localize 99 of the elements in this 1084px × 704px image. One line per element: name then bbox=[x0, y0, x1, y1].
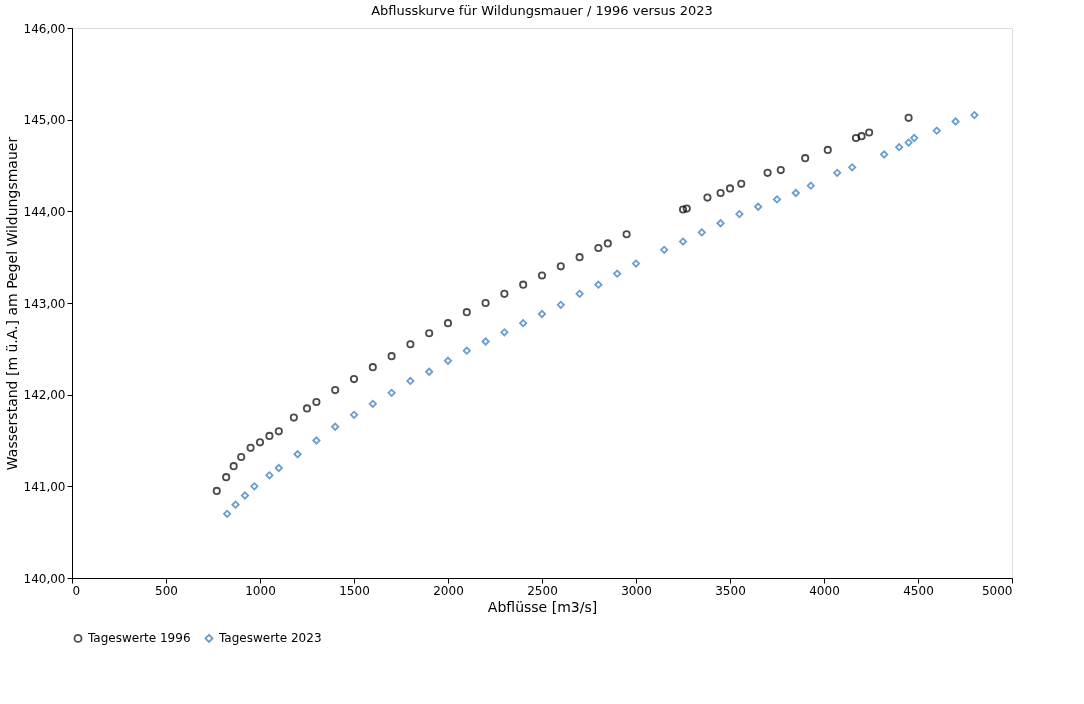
point bbox=[823, 145, 832, 154]
point bbox=[462, 308, 471, 317]
point bbox=[223, 509, 232, 518]
point bbox=[880, 150, 889, 159]
point bbox=[265, 471, 274, 480]
point bbox=[237, 452, 246, 462]
point bbox=[425, 329, 434, 338]
point bbox=[895, 143, 904, 152]
point bbox=[575, 289, 584, 298]
point bbox=[904, 138, 913, 147]
x-tick-label: 2500 bbox=[527, 583, 558, 598]
x-tick-label: 0 bbox=[72, 583, 81, 598]
point bbox=[801, 154, 810, 163]
point bbox=[622, 230, 631, 239]
y-tick-label: 142,00 bbox=[23, 388, 66, 403]
legend-label: Tageswerte 2023 bbox=[218, 631, 322, 646]
point bbox=[349, 410, 359, 419]
point bbox=[331, 386, 340, 395]
point bbox=[222, 473, 231, 482]
point bbox=[231, 500, 240, 509]
x-tick-label: 3000 bbox=[621, 583, 652, 598]
point bbox=[443, 356, 453, 365]
point bbox=[293, 450, 302, 459]
point bbox=[331, 422, 340, 431]
point bbox=[250, 482, 259, 491]
point bbox=[910, 133, 919, 143]
point bbox=[951, 117, 960, 126]
point bbox=[406, 340, 415, 349]
point bbox=[678, 205, 688, 214]
x-tick-label: 1000 bbox=[245, 583, 276, 598]
x-tick-label: 500 bbox=[155, 583, 178, 598]
x-tick-label: 1500 bbox=[339, 583, 370, 598]
point bbox=[519, 319, 528, 328]
point bbox=[500, 289, 509, 298]
point bbox=[519, 280, 528, 289]
point bbox=[368, 399, 377, 408]
point bbox=[265, 431, 274, 440]
y-tick-label: 140,00 bbox=[23, 571, 66, 586]
point bbox=[443, 319, 453, 328]
y-tick-label: 146,00 bbox=[23, 21, 66, 36]
legend-label: Tageswerte 1996 bbox=[87, 631, 191, 646]
y-tick-label: 143,00 bbox=[23, 296, 66, 311]
point bbox=[212, 486, 221, 495]
x-tick-label: 2000 bbox=[433, 583, 464, 598]
x-tick-label: 3500 bbox=[715, 583, 746, 598]
point bbox=[678, 237, 688, 246]
point bbox=[387, 388, 396, 397]
point bbox=[312, 397, 321, 407]
point bbox=[763, 168, 772, 177]
x-axis-title: Abflüsse [m3/s] bbox=[487, 598, 598, 615]
point bbox=[725, 184, 735, 193]
point bbox=[716, 219, 725, 228]
x-tick-label: 5000 bbox=[981, 583, 1013, 598]
point bbox=[865, 128, 874, 137]
point bbox=[556, 262, 565, 271]
x-tick-label: 4000 bbox=[809, 583, 840, 598]
point bbox=[246, 443, 255, 452]
point bbox=[575, 253, 584, 262]
point bbox=[289, 413, 298, 422]
point bbox=[481, 337, 490, 346]
point bbox=[737, 179, 746, 188]
point bbox=[274, 463, 283, 473]
point bbox=[772, 195, 782, 204]
point bbox=[556, 300, 565, 309]
point bbox=[302, 404, 312, 413]
point bbox=[594, 280, 603, 289]
point bbox=[857, 132, 866, 141]
point bbox=[387, 352, 396, 361]
y-tick-label: 145,00 bbox=[23, 113, 66, 128]
point bbox=[368, 363, 377, 372]
point bbox=[776, 166, 785, 175]
y-tick-label: 144,00 bbox=[23, 204, 66, 219]
point bbox=[631, 259, 641, 268]
point bbox=[716, 188, 725, 198]
point bbox=[537, 309, 547, 319]
point bbox=[660, 245, 669, 254]
point bbox=[349, 375, 359, 384]
point bbox=[274, 427, 283, 436]
y-tick-label: 141,00 bbox=[23, 479, 66, 494]
point bbox=[682, 204, 691, 213]
chart-title: Abflusskurve für Wildungsmauer / 1996 versus 2023 bbox=[371, 3, 713, 18]
point bbox=[697, 228, 706, 237]
point bbox=[594, 243, 603, 253]
point bbox=[537, 271, 547, 280]
point bbox=[425, 367, 434, 376]
x-tick-label: 4500 bbox=[903, 583, 934, 598]
point bbox=[703, 193, 712, 202]
point bbox=[500, 328, 509, 337]
point bbox=[791, 188, 800, 198]
point bbox=[481, 298, 490, 308]
point bbox=[312, 436, 321, 445]
point bbox=[255, 438, 265, 447]
point bbox=[833, 168, 842, 177]
y-axis-title: Wasserstand [m ü.A.] am Pegel Wildungsmauer bbox=[3, 136, 20, 471]
point bbox=[603, 239, 612, 248]
point bbox=[904, 113, 913, 122]
point bbox=[754, 202, 763, 211]
point bbox=[851, 133, 861, 143]
point bbox=[229, 462, 238, 471]
